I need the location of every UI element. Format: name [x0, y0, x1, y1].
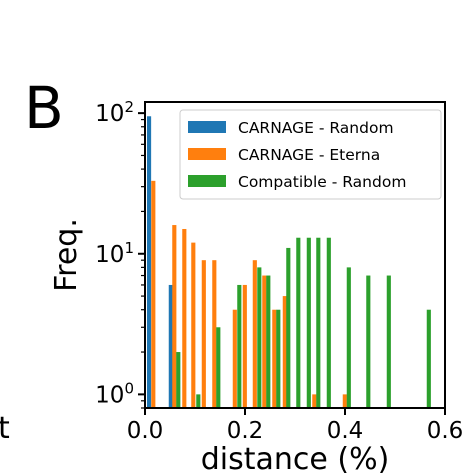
y-tick-label-3: 102	[95, 98, 134, 127]
bar-3-1	[176, 352, 181, 408]
legend: CARNAGE - Random CARNAGE - Eterna Compatib…	[179, 109, 442, 200]
bar-1-2	[168, 284, 173, 408]
x-axis-ticks: 0.0 0.2 0.4 0.6	[127, 408, 464, 444]
y-axis-label: Freq.	[49, 218, 84, 292]
legend-label-2: CARNAGE - Eterna	[238, 146, 380, 164]
x-tick-label-3: 0.4	[327, 418, 364, 444]
bar-3-9	[296, 237, 301, 408]
bar-2-10	[262, 275, 267, 408]
panel-label: B	[24, 74, 64, 142]
bar-2-3	[182, 228, 187, 408]
bar-2-12	[282, 296, 287, 408]
bar-2-9	[252, 260, 257, 408]
bar-3-14	[366, 275, 371, 408]
bar-3-16	[426, 309, 431, 408]
bar-2-2	[172, 225, 177, 408]
bar-3-10	[306, 237, 311, 408]
x-tick-label-1: 0.0	[127, 418, 164, 444]
bar-1-1	[147, 116, 152, 409]
x-tick-label-4: 0.6	[427, 418, 464, 444]
bar-2-8	[242, 284, 247, 408]
legend-swatch-3	[188, 175, 226, 187]
bar-3-11	[316, 237, 321, 408]
bar-3-8	[286, 247, 291, 408]
x-tick-label-2: 0.2	[227, 418, 264, 444]
bar-3-3	[216, 327, 221, 408]
bar-2-7	[232, 309, 237, 408]
legend-frame	[179, 109, 442, 200]
bar-3-13	[346, 267, 351, 408]
bar-2-1	[151, 180, 156, 408]
y-tick-label-2: 101	[95, 239, 134, 268]
bar-3-4	[237, 284, 242, 408]
bar-3-2	[196, 394, 201, 408]
y-tick-label-1: 100	[95, 379, 134, 408]
bar-3-6	[266, 275, 271, 408]
bar-3-12	[326, 237, 331, 408]
legend-swatch-2	[188, 148, 226, 160]
legend-label-3: Compatible - Random	[238, 173, 406, 191]
bar-2-5	[201, 260, 206, 408]
bars-group	[147, 116, 431, 409]
plot-frame	[144, 101, 446, 409]
y-axis-ticks: 100 101 102	[95, 98, 145, 409]
bar-3-7	[276, 309, 281, 408]
bar-2-6	[212, 260, 217, 408]
bar-2-14	[342, 394, 347, 408]
legend-swatch-1	[188, 121, 226, 133]
bar-2-4	[191, 242, 196, 408]
legend-label-1: CARNAGE - Random	[238, 119, 394, 137]
stray-cropped-text: t	[0, 411, 10, 446]
bar-2-13	[312, 394, 317, 408]
bar-3-15	[386, 275, 391, 408]
bar-3-5	[257, 267, 262, 408]
bar-2-11	[272, 309, 277, 408]
x-axis-label: distance (%)	[201, 442, 390, 474]
